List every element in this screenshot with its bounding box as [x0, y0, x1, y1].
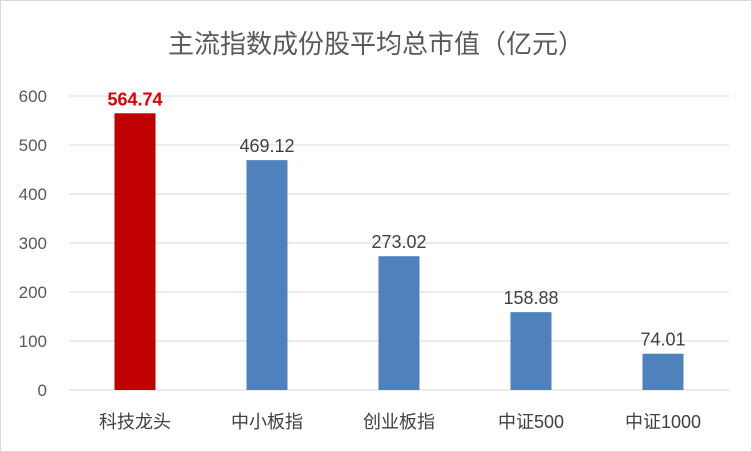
bar	[246, 160, 288, 390]
y-tick-label: 400	[19, 185, 47, 204]
y-tick-label: 600	[19, 87, 47, 106]
chart-title: 主流指数成份股平均总市值（亿元）	[168, 29, 584, 59]
data-label: 564.74	[107, 89, 162, 109]
y-tick-label: 500	[19, 136, 47, 155]
data-label: 273.02	[371, 232, 426, 252]
x-category-label: 中小板指	[231, 412, 303, 432]
y-axis-tick-labels: 0 100 200 300 400 500 600	[19, 87, 47, 400]
x-category-label: 科技龙头	[99, 412, 171, 432]
bar	[378, 256, 420, 390]
data-label: 469.12	[239, 136, 294, 156]
x-category-label: 创业板指	[363, 412, 435, 432]
bars	[114, 113, 684, 390]
y-tick-label: 200	[19, 283, 47, 302]
x-category-label: 中证1000	[625, 412, 701, 432]
data-labels: 564.74 469.12 273.02 158.88 74.01	[107, 89, 685, 349]
y-tick-label: 0	[38, 381, 47, 400]
y-tick-label: 100	[19, 332, 47, 351]
x-axis-category-labels: 科技龙头 中小板指 创业板指 中证500 中证1000	[99, 412, 701, 432]
bar	[114, 113, 156, 390]
data-label: 158.88	[503, 288, 558, 308]
x-category-label: 中证500	[498, 412, 564, 432]
bar	[510, 312, 552, 390]
data-label: 74.01	[640, 330, 685, 350]
bar	[642, 353, 684, 390]
y-tick-label: 300	[19, 234, 47, 253]
